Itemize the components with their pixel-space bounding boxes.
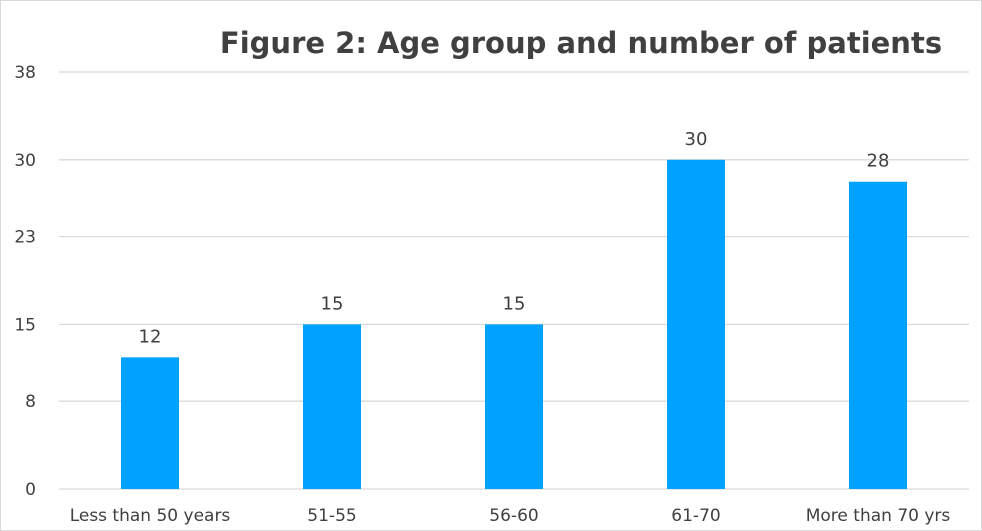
bar-4 xyxy=(849,181,907,489)
y-tick-label: 0 xyxy=(25,480,36,500)
y-tick-label: 15 xyxy=(14,315,36,335)
bar-0 xyxy=(121,357,179,489)
x-category-label-0: Less than 50 years xyxy=(70,506,231,526)
y-tick-label: 23 xyxy=(14,228,36,248)
chart-title: Figure 2: Age group and number of patien… xyxy=(220,26,942,60)
y-tick-label: 38 xyxy=(14,63,36,83)
x-axis-categories: Less than 50 years 51-55 56-60 61-70 More th… xyxy=(70,506,951,526)
x-category-label-3: 61-70 xyxy=(671,506,720,526)
bar-1 xyxy=(303,324,361,489)
x-category-label-1: 51-55 xyxy=(307,506,356,526)
data-label-2: 15 xyxy=(503,293,526,314)
bar-3 xyxy=(667,159,725,489)
y-tick-label: 30 xyxy=(14,151,36,171)
x-category-label-4: More than 70 yrs xyxy=(806,506,951,526)
data-label-4: 28 xyxy=(867,151,890,172)
data-label-3: 30 xyxy=(685,129,708,150)
y-tick-label: 8 xyxy=(25,392,36,412)
data-label-1: 15 xyxy=(321,293,344,314)
data-label-0: 12 xyxy=(139,326,162,347)
data-labels: 12 15 15 30 28 xyxy=(139,129,890,348)
x-category-label-2: 56-60 xyxy=(489,506,538,526)
bars xyxy=(121,159,907,489)
bar-2 xyxy=(485,324,543,489)
y-axis-ticks: 0 8 15 23 30 38 xyxy=(14,63,36,500)
